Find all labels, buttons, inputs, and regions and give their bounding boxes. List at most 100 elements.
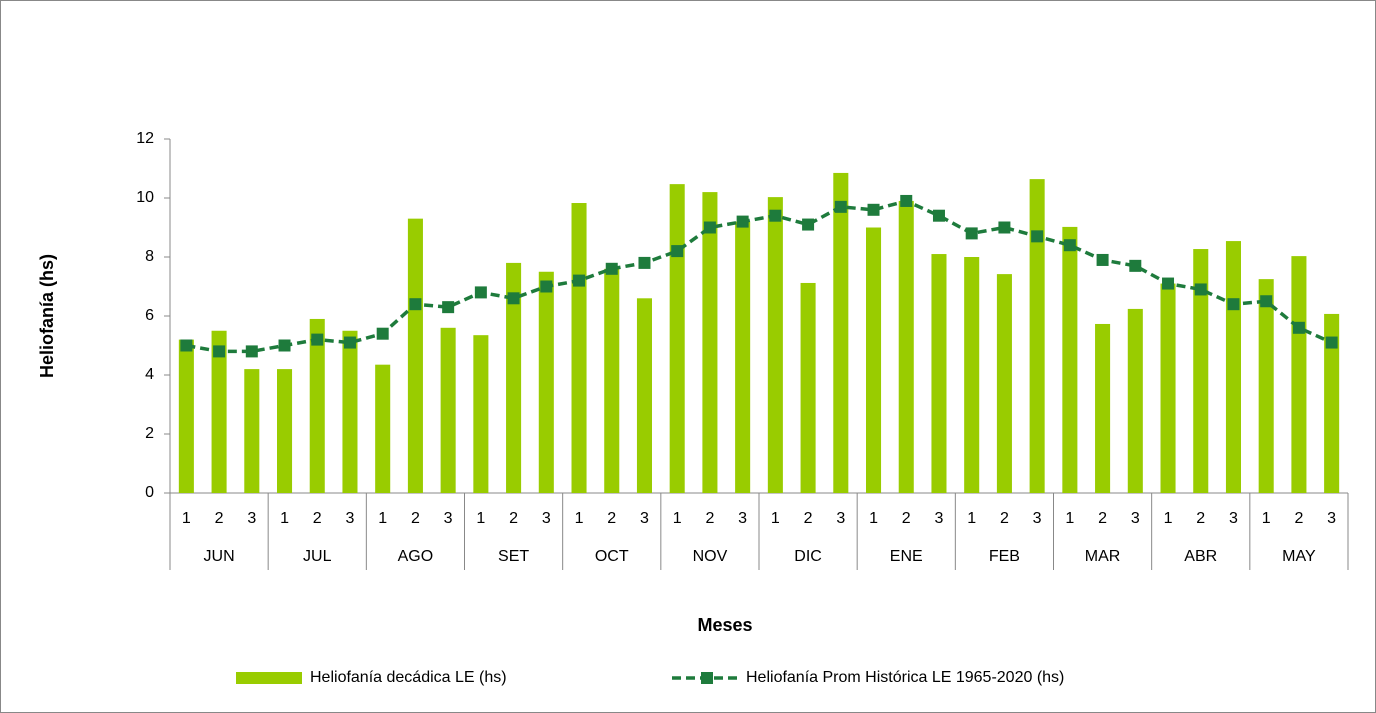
bar [833,172,849,494]
x-tick-label: 2 [804,510,813,527]
line-marker [1260,295,1273,308]
x-tick-label: 2 [705,510,714,527]
x-tick-label: 3 [1229,510,1238,527]
line-marker [213,345,226,358]
bar [702,192,718,493]
line-marker [1063,239,1076,252]
x-tick-label: 2 [411,510,420,527]
line-marker [736,215,749,228]
legend-swatch [236,672,302,684]
x-group-label: OCT [595,548,629,565]
y-tick-label: 12 [136,130,154,147]
line-marker [998,221,1011,234]
bar [277,369,293,493]
x-tick-label: 2 [313,510,322,527]
line-marker [769,209,782,222]
line-marker [965,227,978,240]
x-group-label: JUN [204,548,235,565]
x-tick-label: 2 [509,510,518,527]
line-marker [540,280,553,293]
line-marker [1227,298,1240,311]
line-marker [900,194,913,207]
bar [1258,279,1274,493]
line-marker [867,203,880,216]
x-tick-label: 2 [215,510,224,527]
line-marker [932,209,945,222]
x-tick-label: 3 [1033,510,1042,527]
x-tick-label: 2 [1294,510,1303,527]
line-marker [376,327,389,340]
x-group-label: MAR [1085,548,1121,565]
line-marker [1129,259,1142,272]
bar [342,330,358,493]
x-tick-label: 3 [1131,510,1140,527]
y-tick-label: 10 [136,189,154,206]
bar [1291,256,1307,493]
bar [1225,241,1241,493]
bar [636,298,652,493]
legend-label: Heliofanía Prom Histórica LE 1965-2020 (… [746,669,1064,686]
bar [964,257,980,493]
bar [244,369,260,493]
bar [669,184,685,493]
line-marker [573,274,586,287]
bar [506,262,522,493]
x-tick-label: 3 [247,510,256,527]
legend-marker [701,672,713,684]
bar [800,282,816,493]
x-group-label: MAY [1282,548,1316,565]
line-marker [245,345,258,358]
y-tick-label: 0 [145,484,154,501]
y-axis-title: Heliofanía (hs) [37,254,57,378]
line-marker [1031,230,1044,243]
bar [1095,323,1111,493]
x-tick-label: 1 [771,510,780,527]
bar [866,227,882,493]
line-marker [442,301,455,314]
x-tick-label: 1 [476,510,485,527]
bar [767,197,783,494]
line-marker [474,286,487,299]
bar [1029,179,1045,493]
x-tick-label: 2 [902,510,911,527]
x-tick-label: 3 [836,510,845,527]
x-tick-label: 1 [1065,510,1074,527]
line-marker [1325,336,1338,349]
x-group-label: AGO [398,548,434,565]
x-tick-label: 1 [1262,510,1271,527]
x-tick-label: 1 [280,510,289,527]
legend-label: Heliofanía decádica LE (hs) [310,669,507,686]
line-marker [1194,283,1207,296]
x-tick-label: 1 [1164,510,1173,527]
x-tick-label: 2 [1098,510,1107,527]
bar [440,327,456,493]
x-group-label: NOV [693,548,728,565]
x-tick-label: 3 [542,510,551,527]
bar [407,218,423,493]
line-marker [638,256,651,269]
bar [571,203,587,493]
line-marker [311,333,324,346]
line-marker [507,292,520,305]
line-marker [703,221,716,234]
x-tick-label: 1 [575,510,584,527]
x-axis-title: Meses [697,615,752,635]
bar [1193,249,1209,493]
x-tick-label: 3 [346,510,355,527]
x-group-label: ABR [1184,548,1217,565]
bar [309,318,325,493]
y-tick-label: 2 [145,425,154,442]
line-marker [605,262,618,275]
line-marker [802,218,815,231]
x-tick-label: 2 [607,510,616,527]
x-tick-label: 1 [869,510,878,527]
line-marker [1292,321,1305,334]
bar [1324,313,1340,493]
bar [996,274,1012,493]
x-group-label: DIC [794,548,822,565]
y-tick-label: 6 [145,307,154,324]
bar [473,335,489,493]
x-tick-label: 1 [967,510,976,527]
